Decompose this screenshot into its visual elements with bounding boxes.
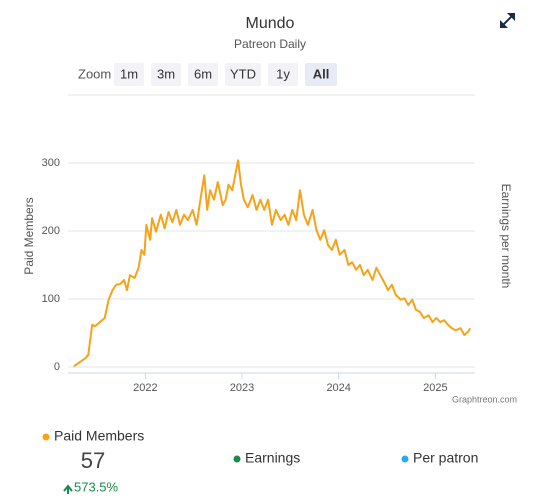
legend-dot [233,455,241,463]
zoom-button[interactable]: 1y [268,63,298,86]
y-axis-title: Paid Members [22,197,36,274]
zoom-button-label: 3m [157,66,175,81]
x-tick-label: 2022 [133,382,157,394]
x-tick-label: 2025 [423,382,447,394]
zoom-button[interactable]: YTD [225,63,261,86]
zoom-button[interactable]: 6m [188,63,218,86]
change-arrow [63,484,73,494]
zoom-button-bg [268,63,298,86]
y-tick-label: 100 [42,293,60,305]
legend-label[interactable]: Per patron [413,450,478,466]
zoom-button-bg [305,63,337,86]
legend-dot [42,433,50,441]
legend-label[interactable]: Paid Members [54,428,144,444]
legend-label[interactable]: Earnings [245,450,300,466]
summary-value: 57 [81,448,105,473]
zoom-button[interactable]: 1m [114,63,144,86]
zoom-button-bg [114,63,144,86]
zoom-button-label: All [313,66,330,81]
credit: Graphtreon.com [452,394,517,404]
y2-axis-title: Earnings per month [499,184,513,289]
zoom-button-label: YTD [230,66,256,81]
legend-dot [401,455,409,463]
summary-change: 573.5% [74,479,119,494]
chart-title: Mundo [246,15,295,32]
zoom-button-bg [225,63,261,86]
zoom-button-label: 1m [120,66,138,81]
y-tick-label: 300 [42,157,60,169]
y-tick-label: 0 [54,361,60,373]
y-tick-label: 200 [42,225,60,237]
x-tick-label: 2023 [230,382,254,394]
x-tick-label: 2024 [326,382,350,394]
zoom-button[interactable]: 3m [151,63,181,86]
zoom-label: Zoom [78,66,111,81]
zoom-button-bg [151,63,181,86]
zoom-button-label: 6m [194,66,212,81]
chart-subtitle: Patreon Daily [234,37,306,51]
series-line [73,159,472,368]
zoom-button-label: 1y [276,66,290,81]
zoom-button[interactable]: All [305,63,337,86]
expand-icon[interactable] [500,13,515,28]
zoom-button-bg [188,63,218,86]
